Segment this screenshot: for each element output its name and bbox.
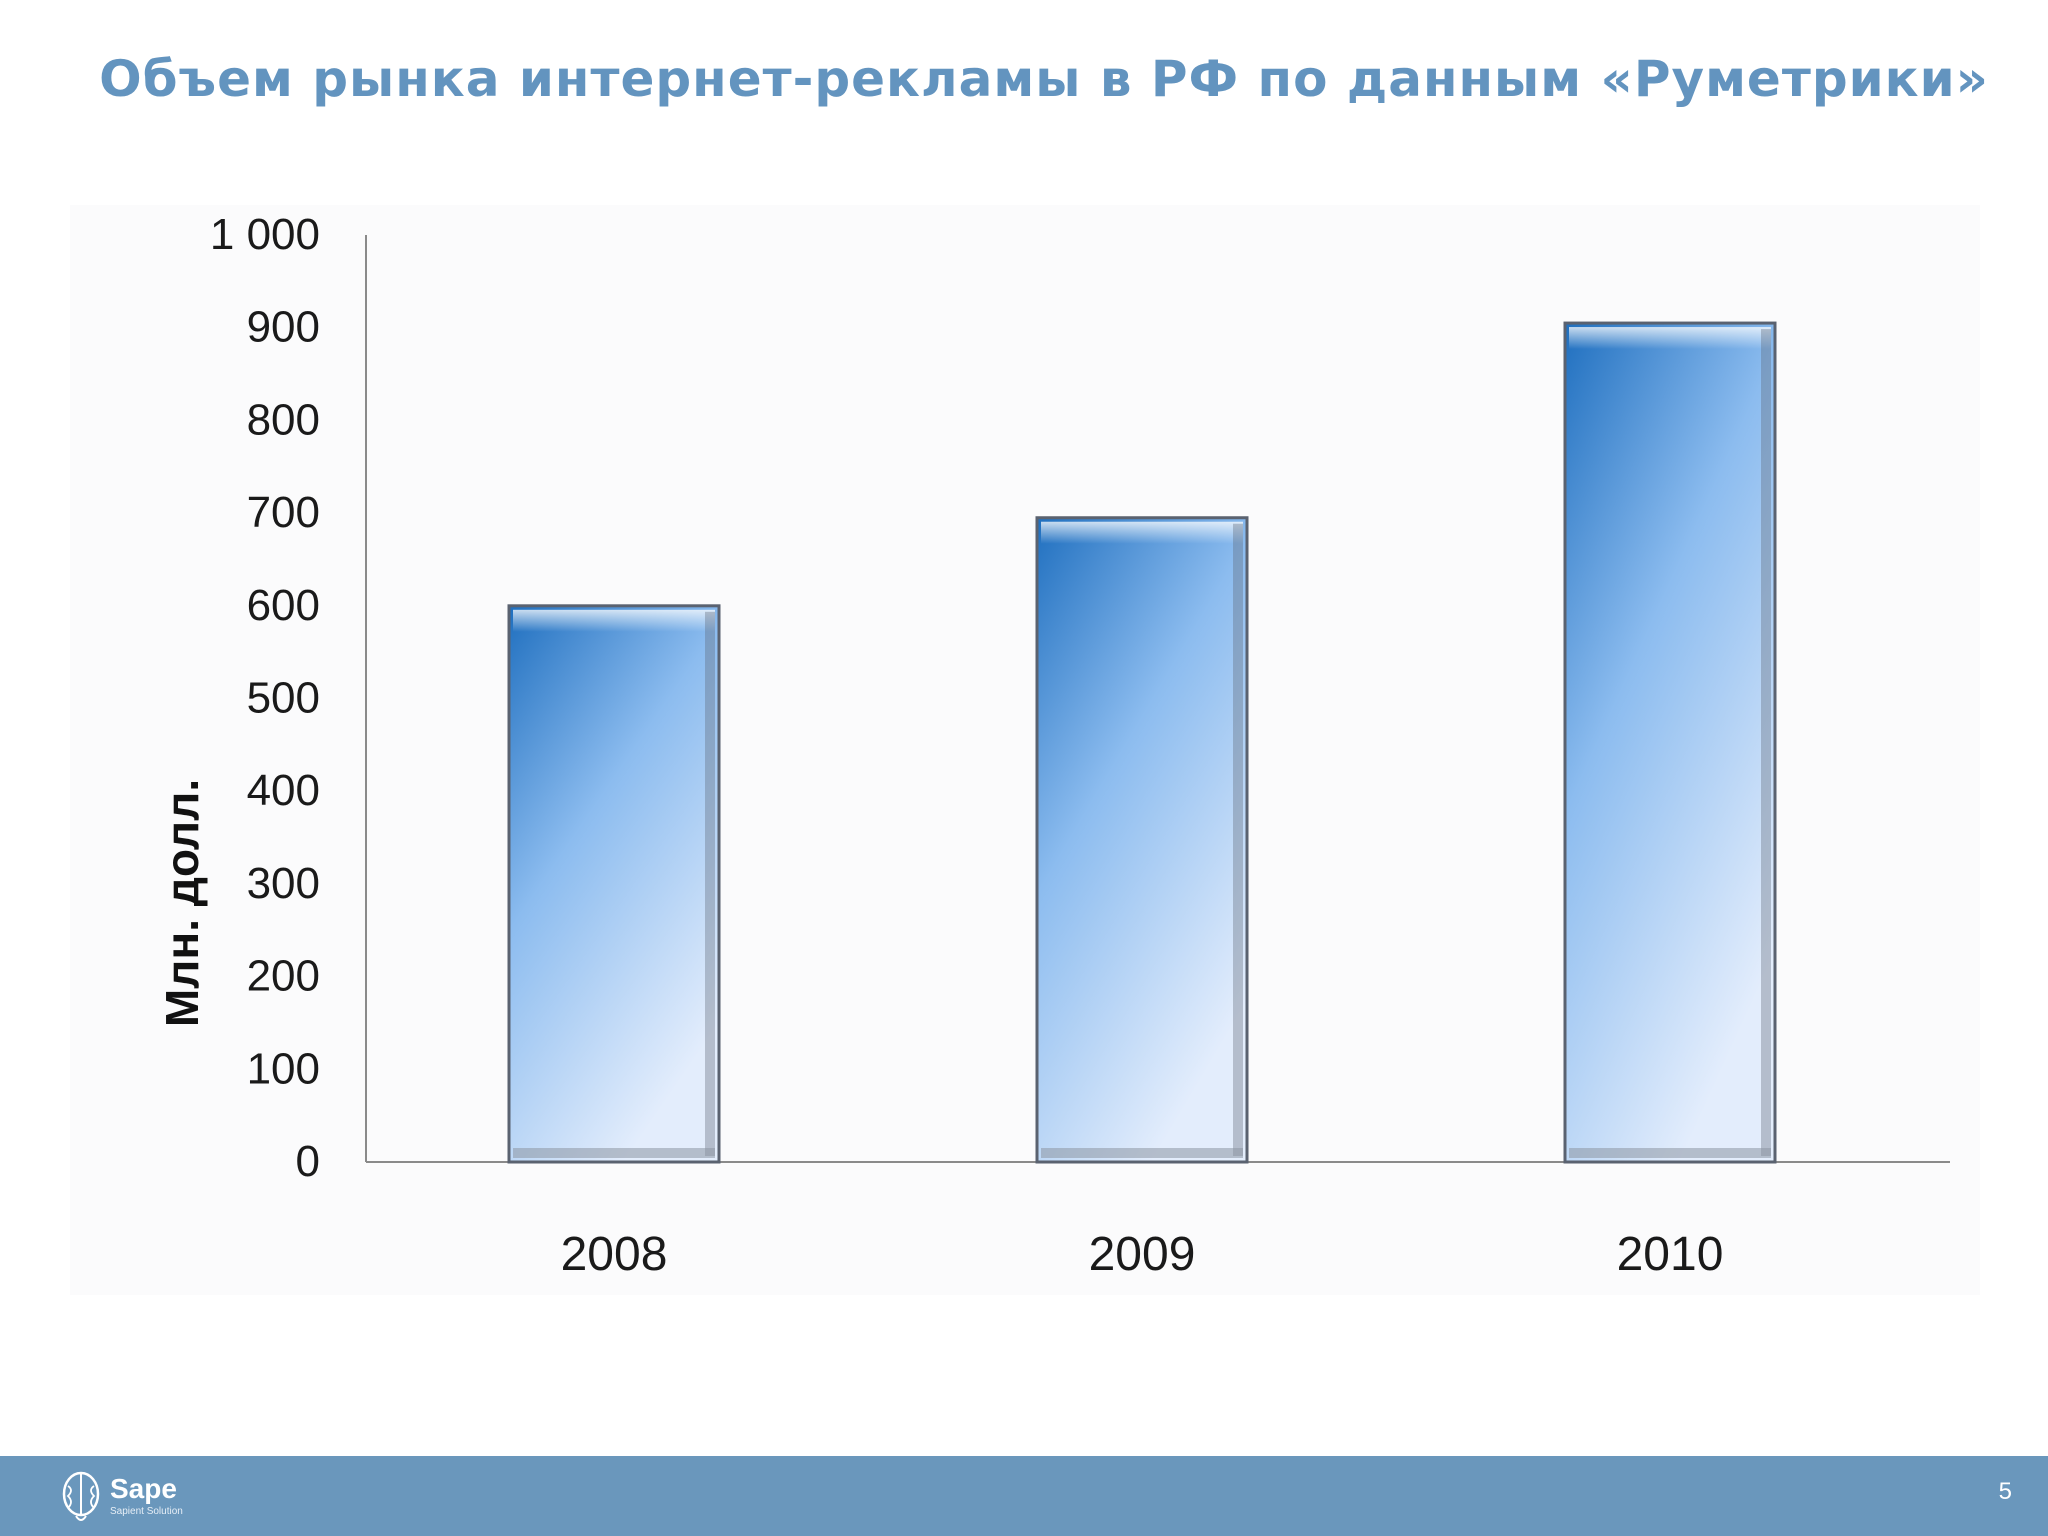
y-tick-label: 600 [247, 581, 320, 630]
x-tick-label: 2009 [1089, 1228, 1196, 1281]
y-tick-label: 100 [247, 1044, 320, 1093]
brand-tagline: Sapient Solution [110, 1506, 183, 1517]
slide-title: Объем рынка интернет-рекламы в РФ по дан… [99, 50, 1989, 108]
x-tick-label: 2008 [561, 1228, 668, 1281]
y-tick-label: 200 [247, 952, 320, 1001]
footer-bar: Sape Sapient Solution 5 [0, 1456, 2048, 1536]
brand-name: Sape [110, 1473, 177, 1504]
bar-2009 [1035, 516, 1249, 1164]
x-tick-label: 2010 [1617, 1228, 1724, 1281]
bar-2008 [507, 604, 721, 1164]
y-axis-title: Млн. долл. [156, 778, 208, 1028]
brand-logo: Sape Sapient Solution [60, 1468, 183, 1524]
y-tick-label: 500 [247, 674, 320, 723]
y-tick-label: 1 000 [210, 210, 320, 259]
y-tick-label: 900 [247, 303, 320, 352]
y-tick-label: 300 [247, 859, 320, 908]
y-tick-label: 700 [247, 488, 320, 537]
brain-icon [62, 1471, 100, 1521]
bar-2010 [1563, 321, 1777, 1164]
page-number: 5 [1998, 1478, 2012, 1505]
y-tick-label: 800 [247, 395, 320, 444]
y-tick-label: 400 [247, 766, 320, 815]
y-tick-label: 0 [296, 1137, 320, 1186]
chart-area: 0 100 200 300 400 500 600 700 800 900 1 000 2008 200… [70, 205, 1980, 1295]
bar-chart: 0 100 200 300 400 500 600 700 800 900 1 000 2008 200… [210, 210, 1950, 1281]
